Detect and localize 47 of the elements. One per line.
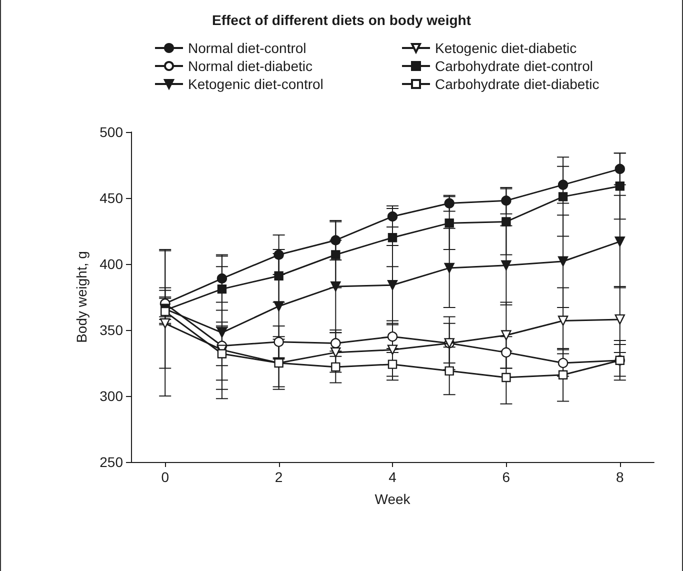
point bbox=[501, 330, 512, 340]
point bbox=[558, 256, 568, 266]
point bbox=[331, 250, 340, 260]
point bbox=[558, 192, 568, 202]
point bbox=[502, 217, 511, 226]
y-tick-label: 250 bbox=[100, 454, 124, 470]
point bbox=[558, 370, 568, 380]
point bbox=[217, 284, 227, 294]
point bbox=[614, 236, 625, 247]
x-tick-label: 8 bbox=[616, 469, 624, 485]
y-tick-label: 400 bbox=[100, 256, 124, 272]
legend-label: Normal diet-control bbox=[188, 40, 306, 56]
y-tick-label: 500 bbox=[100, 124, 124, 140]
legend-label: Normal diet-diabetic bbox=[188, 58, 312, 74]
point bbox=[444, 262, 454, 274]
point bbox=[615, 356, 624, 365]
point bbox=[444, 218, 454, 228]
y-tick-label: 350 bbox=[100, 322, 124, 338]
legend-label: Carbohydrate diet-control bbox=[435, 58, 593, 74]
point bbox=[274, 301, 284, 312]
point bbox=[502, 372, 511, 382]
point bbox=[388, 233, 398, 242]
point bbox=[614, 314, 625, 325]
point bbox=[217, 349, 227, 358]
chart-title: Effect of different diets on body weight bbox=[212, 12, 472, 28]
x-tick-label: 6 bbox=[502, 469, 510, 485]
x-tick-label: 0 bbox=[161, 469, 170, 485]
legend-label: Ketogenic diet-control bbox=[188, 76, 324, 92]
y-tick-label: 300 bbox=[100, 388, 124, 404]
point bbox=[387, 344, 398, 355]
point bbox=[444, 366, 454, 376]
point bbox=[615, 182, 624, 191]
x-axis-title: Week bbox=[374, 491, 412, 507]
point bbox=[274, 358, 284, 368]
legend-label: Ketogenic diet-diabetic bbox=[435, 40, 577, 56]
point bbox=[501, 260, 512, 270]
y-tick-label: 450 bbox=[100, 190, 124, 206]
point bbox=[387, 280, 398, 290]
legend-label: Carbohydrate diet-diabetic bbox=[435, 76, 600, 92]
point bbox=[216, 328, 228, 338]
x-tick-label: 2 bbox=[274, 469, 283, 485]
point bbox=[274, 271, 284, 280]
point bbox=[558, 316, 568, 326]
x-tick-label: 4 bbox=[388, 469, 397, 485]
y-axis-title: Body weight, g bbox=[74, 251, 90, 343]
point bbox=[160, 318, 170, 328]
point bbox=[330, 281, 341, 292]
